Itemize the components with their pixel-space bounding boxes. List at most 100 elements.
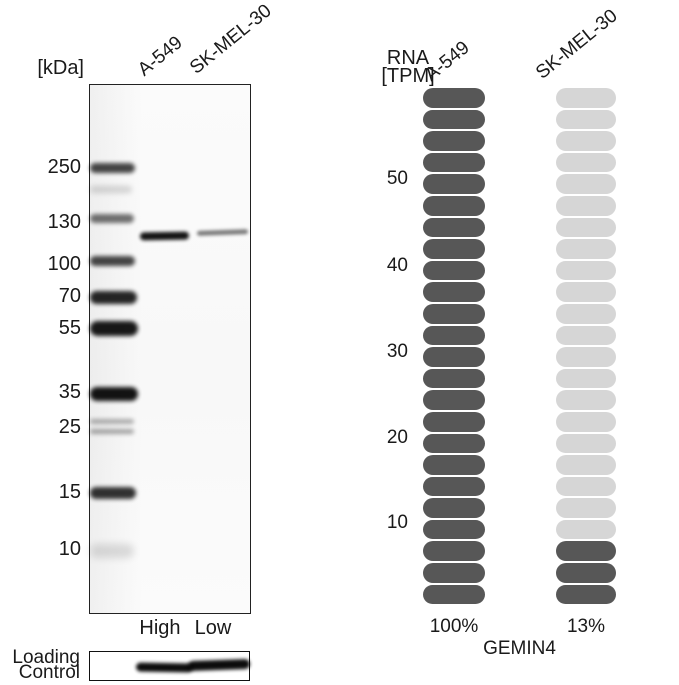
segment-light (556, 433, 616, 454)
marker-label-100: 100 (47, 253, 81, 275)
segment-light (556, 260, 616, 281)
ladder-band-8 (90, 428, 134, 434)
chart-bar-label-a549: A-549 (421, 37, 474, 86)
segment-dark (423, 260, 485, 281)
loading-control-label: Loading Control (10, 647, 80, 683)
segment-dark (423, 347, 485, 367)
segment-light (556, 131, 616, 151)
tick-label-20: 20 (386, 427, 408, 448)
segment-light (556, 347, 616, 367)
segment-light (556, 109, 616, 130)
segment-light (556, 519, 616, 540)
segment-dark (423, 88, 485, 108)
segment-light (556, 282, 616, 302)
segment-dark (423, 541, 485, 562)
sample-band-a-549 (139, 231, 190, 241)
marker-label-250: 250 (47, 156, 81, 178)
segment-light (556, 368, 616, 389)
marker-label-10: 10 (58, 538, 81, 560)
segment-dark (423, 519, 485, 540)
tick-label-10: 10 (386, 512, 408, 533)
segment-light (556, 152, 616, 173)
marker-label-25: 25 (58, 416, 81, 438)
percent-label-skmel30: 13% (566, 616, 606, 637)
segment-light (556, 174, 616, 194)
chart-bar-label-skmel30: SK-MEL-30 (532, 5, 622, 84)
segment-dark (423, 282, 485, 302)
segment-dark (423, 109, 485, 130)
western-blot-membrane (89, 84, 251, 614)
ladder-band-3 (90, 256, 135, 266)
segment-dark (556, 563, 616, 583)
marker-label-35: 35 (58, 381, 81, 403)
segment-dark (556, 584, 616, 605)
segment-light (556, 390, 616, 410)
segment-light (556, 303, 616, 324)
ladder-lane-shading (90, 85, 142, 613)
marker-label-15: 15 (58, 481, 81, 503)
rna-axis-label: RNA [TPM] (373, 47, 443, 87)
segment-dark (423, 368, 485, 389)
segment-dark (423, 498, 485, 518)
loading-control-line1: Loading (12, 647, 80, 668)
ladder-band-2 (90, 213, 134, 223)
loading-band-1 (187, 658, 251, 672)
loading-band-0 (135, 662, 194, 672)
expression-label-low: Low (194, 617, 232, 639)
segment-light (556, 239, 616, 259)
segment-dark (423, 239, 485, 259)
segment-dark (423, 152, 485, 173)
segment-light (556, 498, 616, 518)
segment-light (556, 88, 616, 108)
ladder-band-0 (90, 163, 135, 173)
segment-dark (423, 303, 485, 324)
segment-dark (423, 476, 485, 497)
loading-control-line2: Control (18, 661, 80, 683)
segment-light (556, 217, 616, 238)
segment-light (556, 476, 616, 497)
ladder-band-9 (90, 487, 136, 499)
segment-dark (423, 131, 485, 151)
loading-control-blot (89, 651, 251, 681)
tick-label-40: 40 (386, 255, 408, 276)
segment-bar-skmel30 (556, 88, 616, 606)
segment-light (556, 455, 616, 475)
expression-label-high: High (139, 617, 181, 639)
y-axis-tick-labels: 50 40 30 20 10 (348, 0, 408, 685)
percent-label-a549: 100% (429, 616, 479, 637)
segment-dark (423, 584, 485, 605)
segment-dark (423, 217, 485, 238)
marker-label-130: 130 (47, 211, 81, 233)
ladder-band-5 (90, 320, 138, 336)
segment-dark (423, 195, 485, 216)
segment-light (556, 411, 616, 432)
ladder-band-7 (90, 418, 134, 424)
rna-axis-label-line1: RNA (386, 47, 430, 69)
segment-dark (423, 174, 485, 194)
segment-dark (423, 433, 485, 454)
marker-labels: 250 130 100 70 55 35 25 15 10 (20, 0, 81, 685)
segment-light (556, 195, 616, 216)
sample-band-sk-mel-30 (196, 228, 249, 236)
ladder-band-10 (90, 544, 134, 558)
gene-name-label: GEMIN4 (483, 638, 556, 659)
segment-dark (556, 541, 616, 562)
segment-bar-a549 (423, 88, 485, 606)
ladder-band-6 (90, 387, 138, 401)
segment-dark (423, 455, 485, 475)
marker-label-55: 55 (58, 317, 81, 339)
kda-unit-label: [kDa] (37, 57, 84, 79)
segment-dark (423, 563, 485, 583)
segment-dark (423, 325, 485, 346)
blot-lane-label-skmel30: SK-MEL-30 (186, 0, 276, 79)
segment-light (556, 325, 616, 346)
segment-dark (423, 411, 485, 432)
blot-lane-label-a549: A-549 (134, 32, 187, 81)
ladder-band-4 (90, 290, 137, 304)
segment-dark (423, 390, 485, 410)
rna-axis-label-line2: [TPM] (381, 64, 435, 87)
tick-label-50: 50 (386, 168, 408, 189)
marker-label-70: 70 (58, 285, 81, 307)
ladder-band-1 (90, 185, 132, 193)
